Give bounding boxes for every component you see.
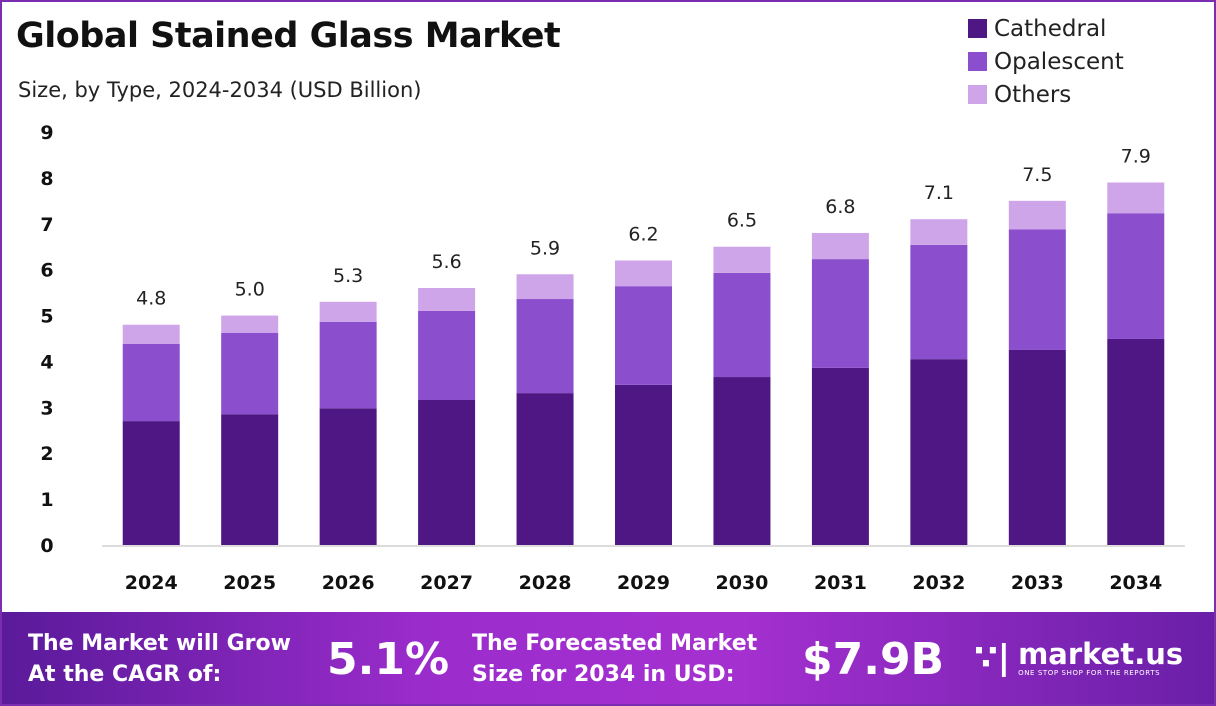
bar-segment-opalescent-2029 [615, 286, 672, 385]
x-tick-label: 2034 [1109, 572, 1162, 594]
bar-segment-cathedral-2032 [910, 359, 968, 545]
bar-segment-opalescent-2025 [221, 332, 279, 415]
x-tick-label: 2027 [420, 572, 473, 594]
bar-segment-cathedral-2034 [1107, 338, 1165, 545]
total-label-2031: 6.8 [825, 196, 855, 218]
bar-segment-others-2030 [713, 246, 771, 273]
footer-banner: The Market will Grow At the CAGR of: 5.1… [2, 612, 1214, 704]
legend-swatch [968, 52, 987, 71]
forecast-value: $7.9B [802, 634, 945, 685]
bar-segment-opalescent-2034 [1107, 213, 1165, 339]
y-tick-label: 9 [40, 122, 53, 144]
y-tick-label: 7 [40, 214, 53, 236]
bar-segment-opalescent-2030 [713, 272, 771, 378]
logo-tagline: ONE STOP SHOP FOR THE REPORTS [1018, 669, 1161, 677]
y-tick-label: 1 [40, 489, 53, 511]
bar-segment-cathedral-2026 [319, 408, 377, 545]
bar-segment-opalescent-2028 [516, 299, 574, 394]
legend-label: Opalescent [994, 48, 1124, 75]
total-label-2030: 6.5 [727, 210, 757, 232]
x-tick-label: 2024 [125, 572, 178, 594]
bar-segment-opalescent-2031 [811, 259, 869, 368]
bar-segment-cathedral-2024 [122, 421, 180, 545]
cagr-value: 5.1% [327, 634, 450, 685]
legend-item-opalescent: Opalescent [968, 45, 1124, 78]
bar-segment-opalescent-2032 [910, 244, 968, 360]
legend-swatch [968, 85, 987, 104]
x-tick-label: 2026 [322, 572, 375, 594]
bar-segment-opalescent-2027 [418, 310, 476, 400]
bar-segment-others-2024 [122, 324, 180, 345]
total-label-2026: 5.3 [333, 265, 363, 287]
bar-segment-cathedral-2029 [615, 384, 672, 545]
bar-segment-cathedral-2033 [1008, 349, 1066, 545]
y-tick-label: 5 [40, 306, 53, 328]
bar-segment-cathedral-2028 [516, 393, 574, 545]
bar-segment-opalescent-2024 [122, 344, 180, 422]
x-tick-label: 2031 [814, 572, 867, 594]
y-tick-label: 0 [40, 535, 53, 557]
total-label-2025: 5.0 [235, 279, 265, 301]
bar-segment-others-2032 [910, 219, 968, 245]
bar-segment-others-2025 [221, 315, 279, 333]
y-tick-label: 4 [40, 351, 53, 373]
bar-segment-others-2027 [418, 288, 476, 311]
bar-segment-others-2028 [516, 274, 574, 300]
y-tick-label: 3 [40, 397, 53, 419]
cagr-label: The Market will Grow At the CAGR of: [28, 628, 291, 690]
logo-icon: ∵| [974, 638, 1011, 678]
bar-segment-opalescent-2026 [319, 321, 377, 409]
legend-item-cathedral: Cathedral [968, 12, 1124, 45]
total-label-2028: 5.9 [530, 237, 560, 259]
legend-swatch [968, 19, 987, 38]
bar-segment-others-2033 [1008, 200, 1066, 230]
x-tick-label: 2029 [617, 572, 670, 594]
y-tick-label: 2 [40, 443, 53, 465]
bar-segment-others-2026 [319, 301, 377, 322]
legend: Cathedral Opalescent Others [968, 12, 1124, 111]
total-label-2033: 7.5 [1022, 164, 1052, 186]
forecast-label-line1: The Forecasted Market [472, 631, 758, 656]
bar-segment-cathedral-2025 [221, 414, 279, 545]
legend-label: Others [994, 81, 1072, 108]
bar-segment-cathedral-2027 [418, 399, 476, 545]
cagr-label-line1: The Market will Grow [28, 631, 291, 656]
chart-title: Global Stained Glass Market [16, 16, 561, 56]
forecast-label-line2: Size for 2034 in USD: [472, 662, 735, 687]
y-tick-label: 8 [40, 168, 53, 190]
bar-segment-others-2031 [811, 232, 869, 260]
chart-subtitle: Size, by Type, 2024-2034 (USD Billion) [18, 78, 422, 102]
x-tick-label: 2032 [912, 572, 965, 594]
bar-segment-cathedral-2031 [811, 367, 869, 545]
total-label-2027: 5.6 [431, 251, 461, 273]
bar-segment-others-2034 [1107, 182, 1165, 214]
x-tick-label: 2033 [1011, 572, 1064, 594]
legend-label: Cathedral [994, 15, 1107, 42]
total-label-2029: 6.2 [628, 223, 658, 245]
legend-item-others: Others [968, 78, 1124, 111]
stacked-bar-chart: 0 1 2 3 4 5 6 7 8 9 4.8 2024 5.0 2025 5.3 2026 5.6 2027 5.… [40, 122, 1185, 594]
y-tick-label: 6 [40, 260, 53, 282]
bar-segment-cathedral-2030 [713, 377, 771, 545]
total-label-2034: 7.9 [1121, 145, 1151, 167]
bar-segment-others-2029 [615, 260, 672, 287]
cagr-label-line2: At the CAGR of: [28, 662, 222, 687]
bar-segment-opalescent-2033 [1008, 229, 1066, 350]
x-tick-label: 2025 [223, 572, 276, 594]
logo-name: market.us [1018, 637, 1184, 671]
x-tick-label: 2030 [716, 572, 769, 594]
forecast-label: The Forecasted Market Size for 2034 in U… [472, 628, 757, 690]
total-label-2024: 4.8 [136, 288, 166, 310]
x-tick-label: 2028 [519, 572, 572, 594]
market-us-logo: ∵| market.us ONE STOP SHOP FOR THE REPOR… [974, 638, 1183, 678]
total-label-2032: 7.1 [924, 182, 954, 204]
